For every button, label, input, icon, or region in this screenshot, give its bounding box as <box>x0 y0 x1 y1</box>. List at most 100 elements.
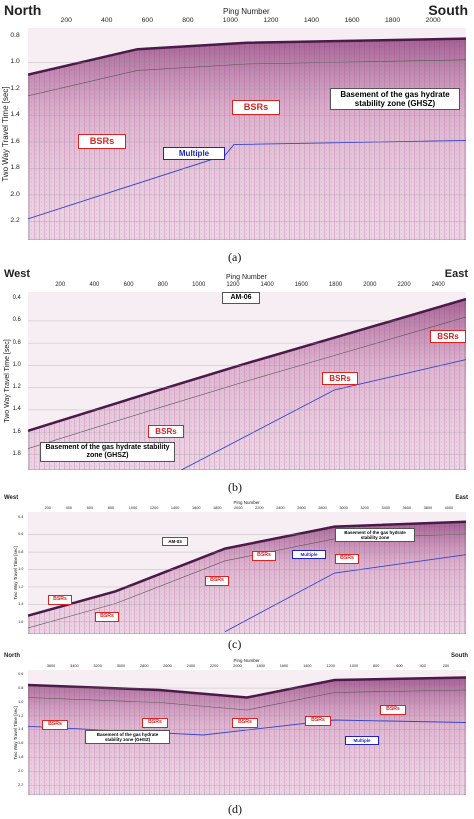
annotation: BSRs <box>142 718 168 728</box>
annotation: BSRs <box>305 716 331 726</box>
annotation: BSRs <box>232 100 280 115</box>
direction-label: North <box>4 1 42 18</box>
x-tick-label: 200 <box>55 282 66 289</box>
y-tick-label: 2.0 <box>10 190 20 198</box>
y-tick-label: 0.8 <box>10 31 20 39</box>
x-tick-label: 2600 <box>297 505 306 510</box>
x-tick-label: 2000 <box>363 282 377 289</box>
x-tick-label: 3400 <box>381 505 390 510</box>
x-tick-label: 1800 <box>385 16 401 24</box>
annotation: BSRs <box>205 576 229 586</box>
x-axis-label: Ping Number <box>223 7 270 17</box>
caption: (d) <box>228 802 242 816</box>
x-tick-label: 1400 <box>303 16 319 24</box>
y-tick-label: 1.6 <box>18 619 24 624</box>
x-tick-label: 2000 <box>425 16 441 24</box>
x-tick-label: 1200 <box>226 282 240 289</box>
annotation: Basement of the gas hydrate stability zo… <box>330 88 460 111</box>
y-tick-label: 0.6 <box>12 317 21 324</box>
annotation: BSRs <box>95 612 119 622</box>
x-tick-label: 3200 <box>93 663 102 668</box>
annotation: BSRs <box>322 372 358 386</box>
y-tick-label: 1.4 <box>12 406 21 413</box>
x-tick-label: 2000 <box>234 505 243 510</box>
x-tick-label: 400 <box>419 663 426 668</box>
y-tick-label: 1.4 <box>10 111 20 119</box>
annotation: BSRs <box>335 554 359 564</box>
y-tick-label: 1.4 <box>18 602 24 607</box>
y-tick-label: 2.0 <box>18 769 24 774</box>
y-tick-label: 1.8 <box>12 450 21 457</box>
x-axis-label: Ping Number <box>233 500 260 506</box>
direction-label: North <box>4 653 20 660</box>
annotation: AM-03 <box>162 537 188 547</box>
x-tick-label: 1600 <box>294 282 308 289</box>
x-tick-label: 1400 <box>170 505 180 510</box>
x-tick-label: 3600 <box>402 505 412 510</box>
direction-label: South <box>428 1 468 18</box>
y-tick-label: 2.2 <box>18 783 24 788</box>
x-tick-label: 2400 <box>276 505 285 510</box>
x-tick-label: 1200 <box>263 16 279 24</box>
annotation: Multiple <box>345 736 379 746</box>
x-tick-label: 1400 <box>303 663 312 668</box>
y-tick-label: 1.0 <box>12 361 21 368</box>
x-axis-label: Ping Number <box>226 273 267 281</box>
x-tick-label: 3000 <box>116 663 126 668</box>
x-tick-label: 2000 <box>233 663 242 668</box>
annotation: Basement of the gas hydrate stability zo… <box>85 730 170 745</box>
x-tick-label: 600 <box>396 663 403 668</box>
seismic-section <box>28 670 466 795</box>
direction-label: East <box>455 495 468 502</box>
x-tick-label: 600 <box>123 282 134 289</box>
x-tick-label: 800 <box>157 282 168 289</box>
y-tick-label: 1.2 <box>18 584 24 589</box>
seismic-section <box>28 292 466 470</box>
direction-label: West <box>4 268 31 281</box>
x-tick-label: 3200 <box>360 505 369 510</box>
x-tick-label: 1000 <box>222 16 238 24</box>
y-axis-label: Two Way Travel Time [sec] <box>12 705 18 760</box>
y-axis-label: Two Way Travel Time [sec] <box>12 546 18 600</box>
x-tick-label: 2400 <box>186 663 196 668</box>
y-tick-label: 1.4 <box>18 727 24 732</box>
x-tick-label: 2200 <box>255 505 264 510</box>
x-tick-label: 600 <box>86 505 94 510</box>
y-tick-label: 2.2 <box>10 217 20 225</box>
y-tick-label: 1.2 <box>12 384 21 391</box>
direction-label: South <box>451 653 468 660</box>
x-tick-label: 2800 <box>139 663 149 668</box>
annotation: BSRs <box>252 551 276 561</box>
annotation: Basement of the gas hydrate stability zo… <box>40 442 175 463</box>
x-tick-label: 4000 <box>444 505 454 510</box>
x-tick-label: 1000 <box>349 663 359 668</box>
x-tick-label: 1800 <box>256 663 265 668</box>
y-tick-label: 1.2 <box>18 713 24 718</box>
x-tick-label: 3800 <box>423 505 433 510</box>
x-tick-label: 3600 <box>46 663 56 668</box>
y-tick-label: 0.4 <box>12 295 21 302</box>
x-tick-label: 1600 <box>191 505 201 510</box>
x-tick-label: 200 <box>60 16 72 24</box>
x-tick-label: 2200 <box>397 282 411 289</box>
y-axis-label: Two Way Travel Time [sec] <box>4 339 12 423</box>
y-tick-label: 1.0 <box>18 699 24 704</box>
y-tick-label: 0.6 <box>18 671 24 676</box>
x-tick-label: 400 <box>101 16 113 24</box>
annotation: Multiple <box>163 147 225 161</box>
caption: (a) <box>228 250 242 264</box>
x-tick-label: 800 <box>182 16 194 24</box>
annotation: Multiple <box>292 550 326 560</box>
y-tick-label: 0.6 <box>18 532 24 537</box>
x-tick-label: 400 <box>65 505 72 510</box>
y-tick-label: 1.6 <box>10 137 20 145</box>
x-tick-label: 1000 <box>192 282 206 289</box>
annotation: BSRs <box>42 720 68 730</box>
x-tick-label: 3000 <box>339 505 348 510</box>
annotation: BSRs <box>380 705 406 715</box>
y-axis-label: Two Way Travel Time [sec] <box>0 86 10 182</box>
y-tick-label: 0.8 <box>18 685 24 690</box>
y-tick-label: 1.6 <box>18 741 24 746</box>
x-tick-label: 1600 <box>344 16 360 24</box>
